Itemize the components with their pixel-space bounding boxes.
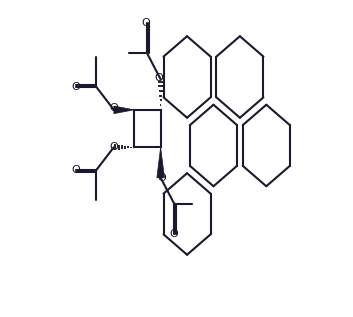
Text: O: O bbox=[72, 165, 80, 175]
Text: O: O bbox=[109, 142, 118, 152]
Polygon shape bbox=[157, 147, 164, 178]
Text: O: O bbox=[109, 103, 118, 113]
Text: O: O bbox=[155, 73, 163, 83]
Text: O: O bbox=[72, 82, 80, 92]
Text: O: O bbox=[142, 18, 150, 28]
Text: O: O bbox=[170, 230, 179, 239]
Text: O: O bbox=[158, 173, 167, 183]
Polygon shape bbox=[114, 106, 134, 113]
